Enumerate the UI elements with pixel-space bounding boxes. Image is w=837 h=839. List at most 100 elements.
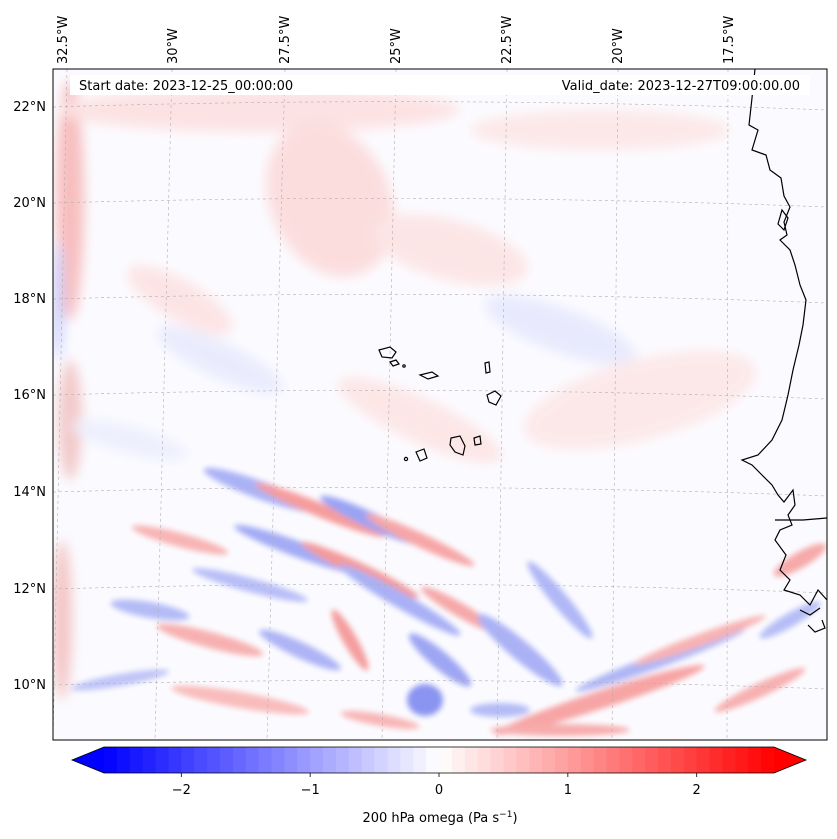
coastlines xyxy=(740,69,827,633)
colorbar-segment xyxy=(129,747,144,773)
colorbar-segment xyxy=(658,747,672,773)
colorbar-segment xyxy=(426,747,440,773)
colorbar-segment xyxy=(219,747,234,773)
meridian-25w xyxy=(381,69,397,740)
colorbar-tick-label: 1 xyxy=(564,783,572,798)
colorbar-segment xyxy=(168,747,182,773)
colorbar-segment xyxy=(361,747,376,773)
colorbar-outline xyxy=(70,746,808,774)
colorbar-segment xyxy=(580,747,595,773)
meridian-20w xyxy=(611,69,619,740)
parallel-18n xyxy=(53,294,827,304)
colorbar-segment xyxy=(116,747,131,773)
lat-label-16n: 16°N xyxy=(13,388,46,403)
map-frame xyxy=(52,68,828,741)
longitude-labels: 32.5°W 30°W 27.5°W 25°W 22.5°W 20°W 17.5… xyxy=(56,16,737,64)
colorbar-segments xyxy=(104,747,775,773)
colorbar-segment xyxy=(323,747,337,773)
colorbar-segment xyxy=(761,747,775,773)
meridian-27-5w xyxy=(266,69,286,740)
valid-date-label: Valid_date: 2023-12-27T09:00:00.00 xyxy=(562,79,800,94)
parallel-14n xyxy=(53,487,827,497)
colorbar-segment xyxy=(413,747,427,773)
lat-label-18n: 18°N xyxy=(13,292,46,307)
coast-islet xyxy=(799,607,821,616)
parallel-12n xyxy=(53,584,827,594)
colorbar-tick-label: 2 xyxy=(693,783,701,798)
colorbar-segment xyxy=(104,747,118,773)
colorbar-segment xyxy=(529,747,543,773)
colorbar-segment xyxy=(258,747,273,773)
colorbar-ticks: −2 −1 0 1 2 xyxy=(172,773,701,798)
colorbar-segment xyxy=(451,747,466,773)
colorbar-segment xyxy=(606,747,620,773)
brava-island xyxy=(403,456,409,462)
colorbar-segment xyxy=(645,747,659,773)
sao-vicente-island xyxy=(389,359,400,367)
colorbar-segment xyxy=(619,747,633,773)
colorbar-label-text: 200 hPa omega (Pa s xyxy=(362,811,499,826)
start-date-label: Start date: 2023-12-25_00:00:00 xyxy=(79,79,293,94)
colorbar-segment xyxy=(683,747,698,773)
santa-luzia-island xyxy=(402,364,406,368)
meridian-17-5w xyxy=(726,69,729,740)
colorbar-label-exponent: −1 xyxy=(499,810,512,820)
colorbar-segment xyxy=(735,747,749,773)
colorbar-min-extension xyxy=(72,747,104,773)
colorbar-segment xyxy=(245,747,260,773)
maio-island xyxy=(473,435,482,446)
parallel-10n xyxy=(53,680,827,690)
map-panel: Start date: 2023-12-25_00:00:00 Valid_da… xyxy=(52,68,828,741)
colorbar-segment xyxy=(232,747,247,773)
lon-label-20w: 20°W xyxy=(611,28,626,64)
parallel-20n xyxy=(53,198,827,208)
colorbar-segment xyxy=(748,747,762,773)
lon-label-22-5w: 22.5°W xyxy=(500,16,515,64)
colorbar-segment xyxy=(516,747,530,773)
colorbar-segment xyxy=(593,747,608,773)
colorbar-tick-label: −1 xyxy=(301,783,320,798)
parallel-22n xyxy=(53,101,827,111)
lat-label-12n: 12°N xyxy=(13,582,46,597)
lon-label-27-5w: 27.5°W xyxy=(278,16,293,64)
colorbar-segment xyxy=(181,747,195,773)
colorbar-segment xyxy=(310,747,324,773)
lat-label-22n: 22°N xyxy=(13,100,46,115)
omega-field xyxy=(53,80,827,736)
colorbar-segment xyxy=(387,747,401,773)
colorbar-segment xyxy=(554,747,569,773)
colorbar-segment xyxy=(297,747,311,773)
lat-label-14n: 14°N xyxy=(13,485,46,500)
santo-antao-island xyxy=(378,346,397,359)
lon-label-25w: 25°W xyxy=(389,28,404,64)
colorbar-label-close: ) xyxy=(512,811,517,826)
annotation-bar xyxy=(70,75,810,95)
colorbar-segment xyxy=(284,747,298,773)
colorbar-max-extension xyxy=(774,747,806,773)
colorbar-segment xyxy=(567,747,582,773)
lon-label-17-5w: 17.5°W xyxy=(722,16,737,64)
colorbar-segment xyxy=(503,747,517,773)
boa-vista-island xyxy=(486,390,502,406)
lat-label-10n: 10°N xyxy=(13,678,46,693)
colorbar-segment xyxy=(348,747,363,773)
colorbar: −2 −1 0 1 2 200 hPa omega (Pa s−1) xyxy=(70,746,808,826)
colorbar-segment xyxy=(194,747,208,773)
colorbar-tick-label: 0 xyxy=(435,783,443,798)
lat-label-20n: 20°N xyxy=(13,196,46,211)
colorbar-segment xyxy=(271,747,285,773)
latitude-labels: 22°N 20°N 18°N 16°N 14°N 12°N 10°N xyxy=(13,100,46,693)
sao-nicolau-island xyxy=(418,371,440,380)
colorbar-segment xyxy=(439,747,453,773)
lon-label-32-5w: 32.5°W xyxy=(56,16,71,64)
colorbar-segment xyxy=(155,747,170,773)
colorbar-segment xyxy=(709,747,724,773)
coastal-islet xyxy=(777,208,789,232)
colorbar-label: 200 hPa omega (Pa s−1) xyxy=(362,810,517,826)
meridian-22-5w xyxy=(496,69,508,740)
colorbar-segment xyxy=(632,747,646,773)
parallel-16n xyxy=(53,390,827,400)
colorbar-segment xyxy=(722,747,736,773)
colorbar-segment xyxy=(400,747,414,773)
